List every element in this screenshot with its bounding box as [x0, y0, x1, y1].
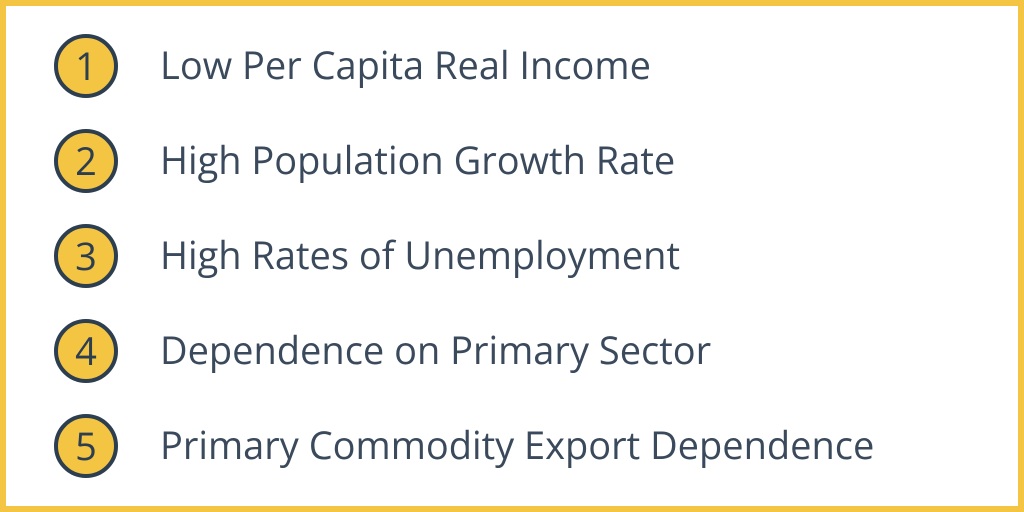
item-label: Low Per Capita Real Income: [160, 43, 651, 89]
number-badge-1: 1: [54, 34, 118, 98]
number-text: 5: [75, 427, 97, 465]
number-text: 1: [75, 47, 97, 85]
number-badge-5: 5: [54, 414, 118, 478]
list-item: 1 Low Per Capita Real Income: [54, 34, 970, 98]
number-badge-4: 4: [54, 319, 118, 383]
number-text: 2: [75, 142, 97, 180]
list-item: 5 Primary Commodity Export Dependence: [54, 414, 970, 478]
item-label: High Population Growth Rate: [160, 138, 675, 184]
item-label: Primary Commodity Export Dependence: [160, 423, 874, 469]
numbered-list-frame: 1 Low Per Capita Real Income 2 High Popu…: [0, 0, 1024, 512]
item-label: Dependence on Primary Sector: [160, 328, 711, 374]
list-item: 2 High Population Growth Rate: [54, 129, 970, 193]
item-label: High Rates of Unemployment: [160, 233, 680, 279]
number-badge-2: 2: [54, 129, 118, 193]
list-item: 4 Dependence on Primary Sector: [54, 319, 970, 383]
list-item: 3 High Rates of Unemployment: [54, 224, 970, 288]
number-text: 4: [75, 332, 97, 370]
number-badge-3: 3: [54, 224, 118, 288]
number-text: 3: [75, 237, 97, 275]
